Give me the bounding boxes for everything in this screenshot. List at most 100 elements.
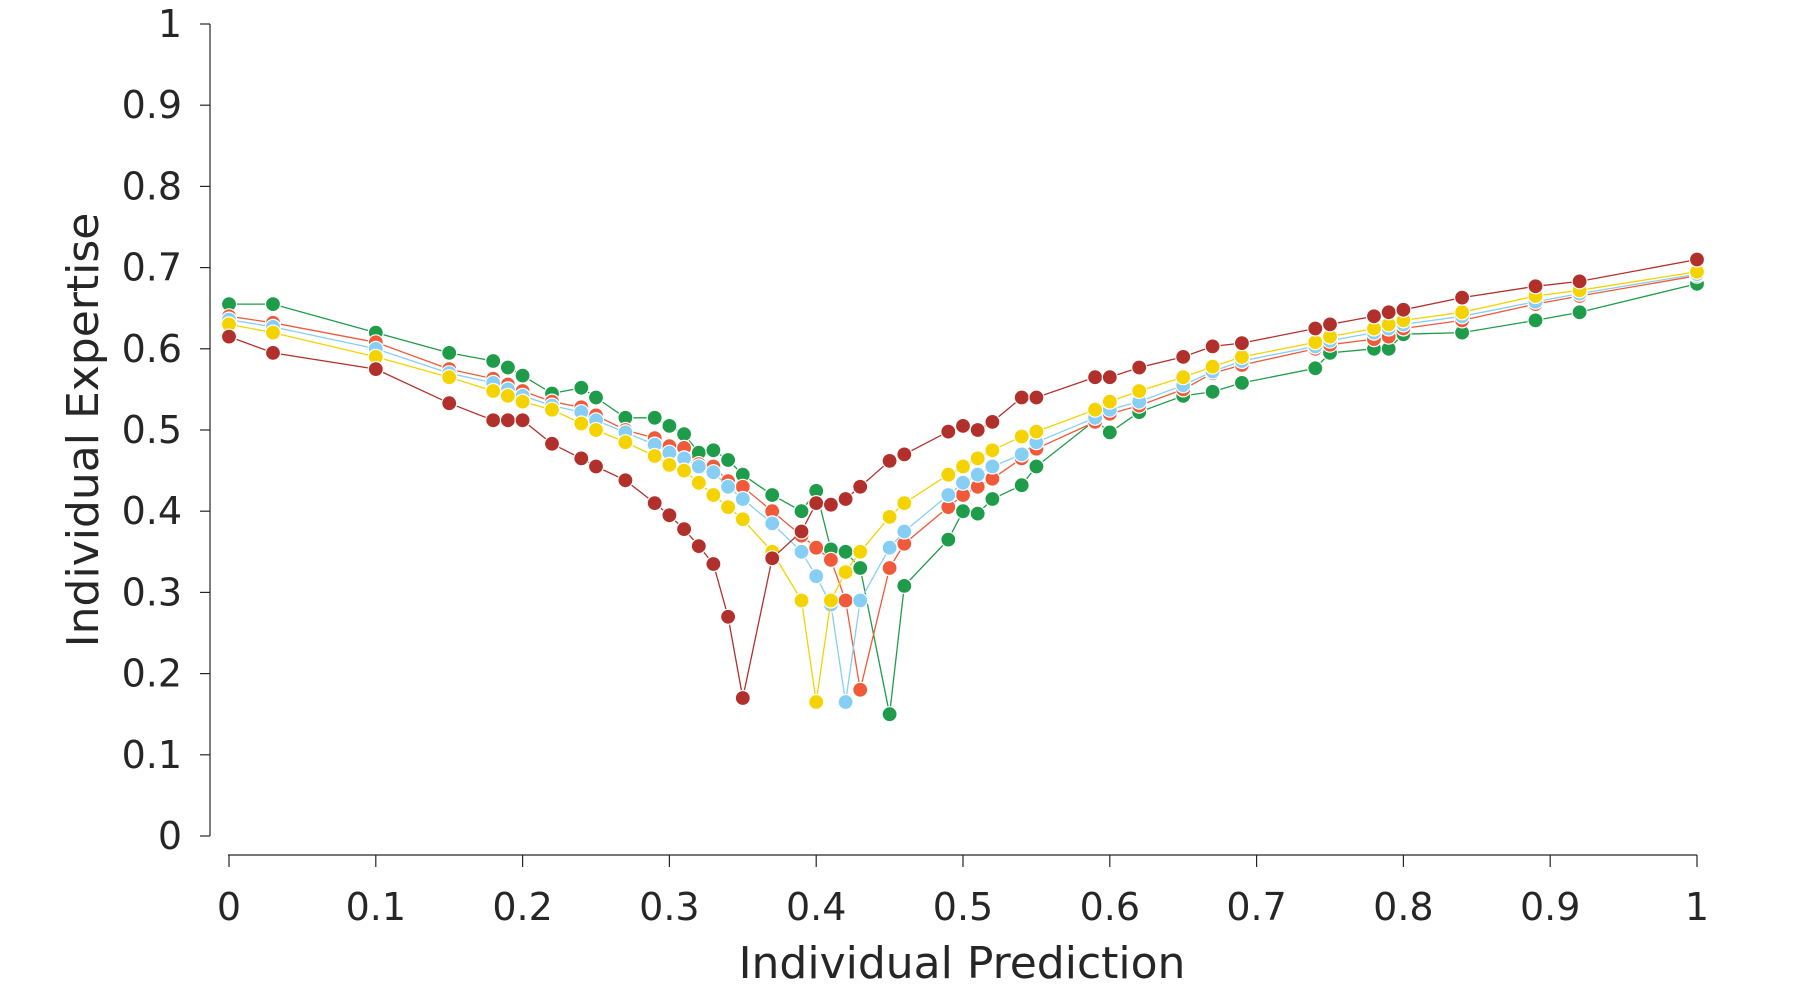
data-point <box>1688 251 1706 268</box>
y-tick-label: 0.2 <box>122 652 182 696</box>
data-point <box>719 451 737 469</box>
data-point <box>940 423 957 440</box>
data-point <box>954 458 972 475</box>
data-point <box>734 490 751 508</box>
data-point <box>573 450 590 467</box>
data-point <box>499 387 516 404</box>
data-point <box>954 503 972 520</box>
data-point <box>881 508 898 526</box>
data-point <box>587 421 605 439</box>
data-point <box>1131 382 1148 400</box>
data-point <box>543 435 561 452</box>
y-tick-label: 0.9 <box>122 83 182 127</box>
data-point <box>822 592 840 609</box>
x-tick-label: 0.3 <box>639 885 699 929</box>
x-tick-label: 0.2 <box>492 885 552 929</box>
data-point <box>1131 359 1148 376</box>
data-point <box>734 511 751 528</box>
data-point <box>1233 374 1251 391</box>
x-tick-label: 0.4 <box>786 885 846 929</box>
data-point <box>954 474 972 491</box>
data-point <box>837 543 854 560</box>
data-point <box>852 559 869 577</box>
data-point <box>793 523 810 540</box>
data-point <box>1453 304 1471 321</box>
data-point <box>793 543 810 560</box>
data-point <box>837 490 854 508</box>
data-point <box>661 507 678 524</box>
data-point <box>837 592 854 609</box>
data-point <box>573 415 590 432</box>
x-tick-label: 0.7 <box>1226 885 1286 929</box>
data-point <box>808 693 825 711</box>
data-point <box>1307 320 1324 337</box>
data-point <box>984 442 1001 459</box>
y-tick-label: 0.7 <box>122 246 182 290</box>
data-point <box>485 412 502 429</box>
x-ticks: 0 0.1 0.2 0.3 0.4 0.5 0.6 0.7 0.8 0.9 1 <box>217 855 1709 929</box>
data-point <box>719 608 737 625</box>
data-point <box>881 559 898 577</box>
y-tick-label: 0 <box>158 814 182 858</box>
data-point <box>441 395 458 412</box>
data-point <box>1028 458 1045 475</box>
data-point <box>984 490 1001 508</box>
data-point <box>852 543 869 560</box>
data-point <box>514 367 531 384</box>
data-point <box>264 296 282 313</box>
x-tick-label: 0.1 <box>346 885 406 929</box>
x-tick-label: 0.8 <box>1373 885 1433 929</box>
data-point <box>822 551 840 569</box>
data-point <box>1086 401 1104 418</box>
data-point <box>1175 369 1192 386</box>
data-point <box>1571 273 1588 290</box>
data-point <box>896 495 913 512</box>
data-point <box>1101 393 1118 410</box>
data-point <box>764 550 781 567</box>
data-point <box>1013 477 1030 494</box>
data-point <box>705 464 722 481</box>
data-point <box>1233 348 1251 365</box>
data-point <box>1101 369 1118 386</box>
data-point <box>485 382 502 400</box>
x-tick-label: 1 <box>1685 885 1709 929</box>
y-tick-label: 1 <box>158 2 182 46</box>
data-point <box>1365 308 1383 325</box>
data-point <box>852 478 869 495</box>
data-point <box>690 458 707 475</box>
y-axis: 0 0.1 0.2 0.3 0.4 0.5 0.6 0.7 0.8 0.9 1 <box>122 2 211 858</box>
data-point <box>896 577 913 595</box>
data-point <box>1453 289 1471 306</box>
data-point <box>881 706 898 723</box>
data-point <box>793 592 810 609</box>
data-point <box>837 693 854 711</box>
data-point <box>441 344 458 361</box>
data-point <box>1307 334 1324 351</box>
x-axis: 0 0.1 0.2 0.3 0.4 0.5 0.6 0.7 0.8 0.9 1 <box>217 854 1709 929</box>
data-point <box>984 458 1001 475</box>
data-point <box>499 359 516 376</box>
data-point <box>1204 338 1221 355</box>
data-point <box>822 496 840 513</box>
y-tick-label: 0.1 <box>122 733 182 777</box>
data-point <box>1527 312 1544 329</box>
data-point <box>499 412 516 429</box>
data-point <box>690 537 707 555</box>
data-point <box>896 446 913 463</box>
data-point <box>264 344 282 361</box>
data-point <box>514 393 531 410</box>
x-tick-label: 0 <box>217 885 241 929</box>
y-axis-title: Individual Expertise <box>58 213 109 648</box>
data-point <box>485 352 502 370</box>
x-tick-label: 0.5 <box>933 885 993 929</box>
data-point <box>646 409 663 426</box>
data-point <box>514 412 531 429</box>
data-point <box>1204 383 1221 400</box>
data-point <box>1101 424 1118 441</box>
data-point <box>1028 389 1045 406</box>
data-point <box>1233 335 1251 352</box>
data-point <box>573 379 590 396</box>
data-point <box>705 486 722 504</box>
data-point <box>764 515 781 532</box>
data-point <box>852 681 869 698</box>
